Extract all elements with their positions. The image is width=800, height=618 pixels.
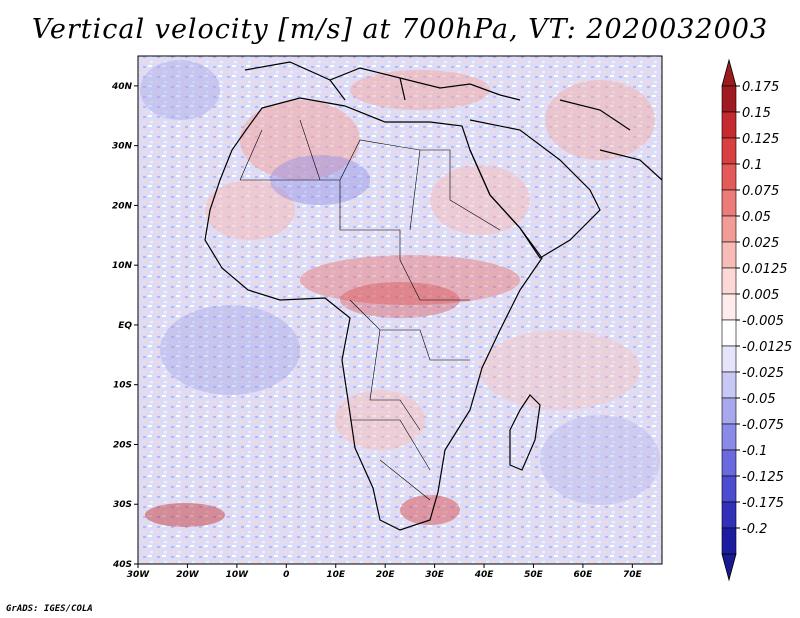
- colorbar-top-arrow: [721, 58, 737, 87]
- colorbar-swatch: [721, 293, 737, 321]
- lat-tick-label: 20S: [113, 440, 132, 450]
- colorbar-swatch: [721, 345, 737, 373]
- lon-tick-label: 40E: [474, 570, 495, 580]
- lat-tick-label: 30N: [112, 142, 133, 152]
- colorbar-label: -0.075: [742, 418, 784, 433]
- colorbar-label: 0.075: [742, 184, 779, 199]
- lon-tick-label: 30W: [127, 570, 151, 580]
- colorbar-swatch: [721, 319, 737, 347]
- lat-tick-label: 30S: [113, 500, 132, 510]
- colorbar-label: -0.125: [742, 470, 784, 485]
- colorbar-swatch: [721, 189, 737, 217]
- lat-tick-label: 20N: [112, 201, 133, 211]
- map-frame: [137, 55, 663, 565]
- footer-credit: GrADS: IGES/COLA: [6, 604, 93, 614]
- colorbar-label: -0.05: [742, 392, 776, 407]
- country-boundaries: [239, 119, 501, 501]
- colorbar-label: -0.1: [742, 444, 767, 459]
- lat-tick-label: 40N: [111, 82, 133, 92]
- colorbar-swatch: [721, 137, 737, 165]
- lon-tick-label: 10E: [326, 570, 346, 580]
- colorbar-swatch: [721, 423, 737, 451]
- colorbar-label: 0.0125: [742, 262, 788, 277]
- chart-title: Vertical velocity [m/s] at 700hPa, VT: 2…: [31, 14, 769, 45]
- colorbar-label: 0.175: [742, 80, 779, 95]
- colorbar-label: -0.2: [742, 522, 767, 537]
- madagascar-coastline: [509, 394, 541, 471]
- lon-tick-label: 20W: [176, 570, 200, 580]
- colorbar-swatch: [721, 527, 737, 555]
- colorbar-swatch: [721, 397, 737, 425]
- colorbar-swatch: [721, 371, 737, 399]
- colorbar-swatch: [721, 501, 737, 529]
- colorbar-swatch: [721, 475, 737, 503]
- colorbar-bottom-arrow: [721, 553, 737, 582]
- colorbar-swatch: [721, 267, 737, 295]
- lon-axis: 30W 20W 10W 0 10E 20E 30E 40E 50E 60E 70E: [127, 564, 643, 580]
- lat-axis: 40N 30N 20N 10N EQ 10S 20S 30S 40S: [111, 82, 138, 570]
- colorbar-swatch: [721, 85, 737, 113]
- lon-tick-label: 60E: [574, 570, 594, 580]
- colorbar-swatch: [721, 215, 737, 243]
- colorbar-label: 0.1: [742, 158, 763, 173]
- colorbar-label: -0.025: [742, 366, 784, 381]
- colorbar-label: -0.005: [742, 314, 784, 329]
- coastlines: [204, 61, 663, 531]
- lat-tick-label: 10S: [113, 381, 132, 391]
- lat-tick-label: 10N: [112, 261, 133, 271]
- colorbar-swatch: [721, 449, 737, 477]
- lon-tick-label: 70E: [623, 570, 643, 580]
- colorbar-swatch: [721, 111, 737, 139]
- lat-tick-label: 40S: [112, 560, 132, 570]
- arabian-peninsula-coastline: [469, 119, 601, 259]
- colorbar-swatch: [721, 163, 737, 191]
- lon-tick-label: 50E: [524, 570, 544, 580]
- colorbar-label: 0.005: [742, 288, 779, 303]
- lon-tick-label: 30E: [425, 570, 445, 580]
- colorbar-swatch: [721, 241, 737, 269]
- colorbar-label: -0.0125: [742, 340, 792, 355]
- lon-tick-label: 10W: [226, 570, 250, 580]
- europe-coastline: [244, 61, 521, 101]
- field-layer: [138, 56, 662, 564]
- colorbar-label: 0.025: [742, 236, 779, 251]
- lat-tick-label: EQ: [118, 321, 132, 331]
- africa-coastline: [204, 97, 543, 531]
- colorbar-label: 0.15: [742, 106, 771, 121]
- asia-coastline: [559, 99, 663, 181]
- colorbar-label: 0.125: [742, 132, 779, 147]
- colorbar: 0.175 0.15 0.125 0.1 0.075 0.05 0.025 0.0125 0.0…: [721, 58, 792, 582]
- lon-tick-label: 0: [283, 570, 289, 580]
- colorbar-label: -0.175: [742, 496, 784, 511]
- colorbar-label: 0.05: [742, 210, 771, 225]
- lon-tick-label: 20E: [376, 570, 396, 580]
